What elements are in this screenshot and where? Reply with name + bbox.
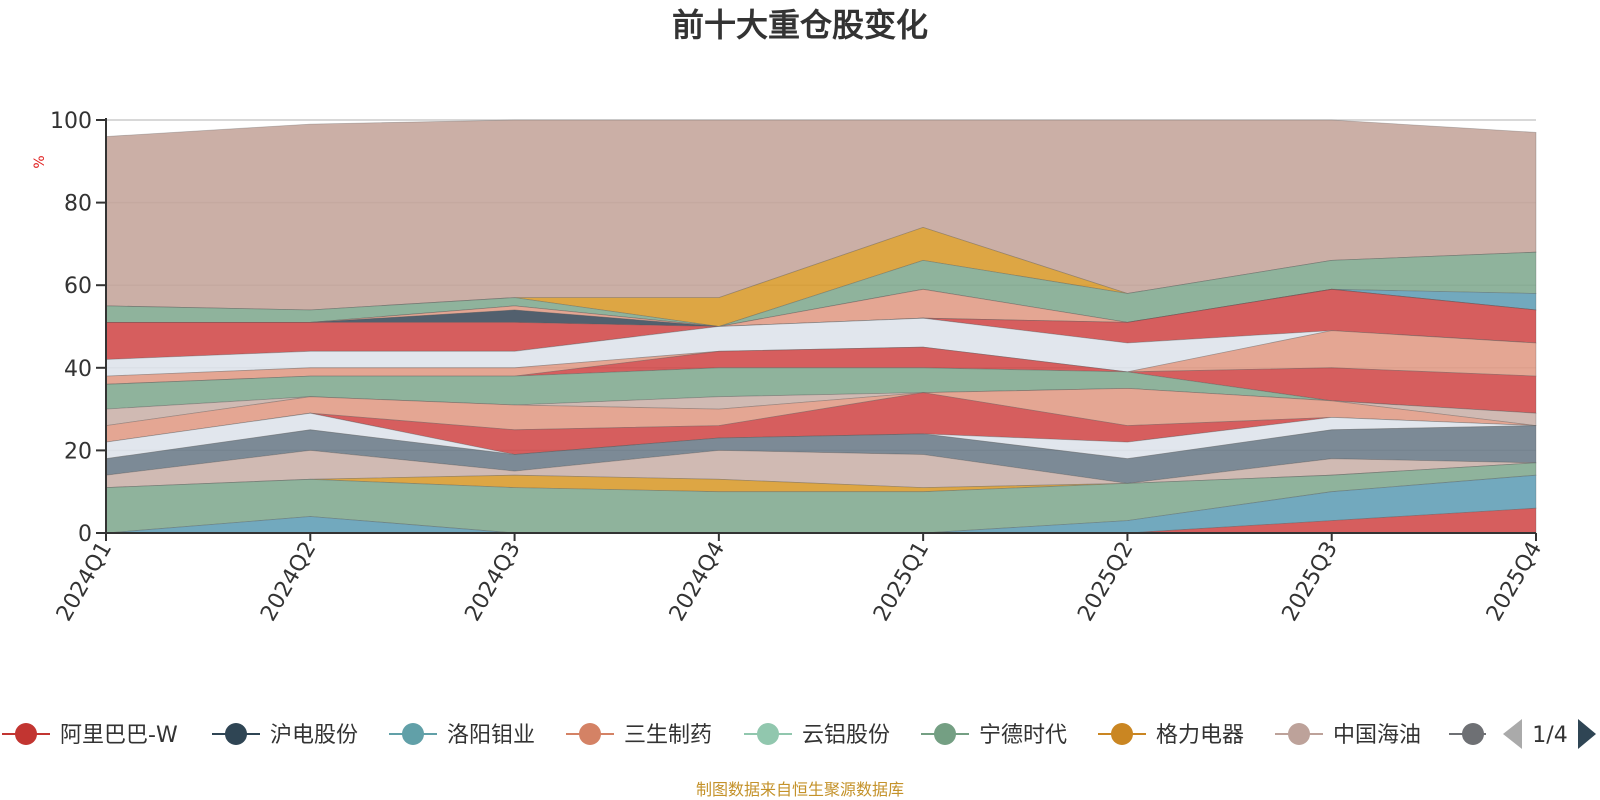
y-tick-label: 80 bbox=[64, 192, 92, 217]
legend-prev-icon[interactable] bbox=[1503, 719, 1522, 749]
legend-label: 阿里巴巴-W bbox=[60, 723, 178, 748]
legend-label: 中国海油 bbox=[1333, 723, 1421, 748]
legend-item[interactable]: 阿里巴巴-W bbox=[2, 723, 178, 748]
legend-label: 云铝股份 bbox=[802, 723, 890, 748]
legend-item[interactable]: 宁德时代 bbox=[921, 723, 1067, 748]
legend-marker bbox=[1462, 723, 1484, 745]
chart-title: 前十大重仓股变化 bbox=[672, 6, 928, 44]
y-tick-label: 0 bbox=[78, 522, 92, 547]
legend-next-icon[interactable] bbox=[1578, 719, 1596, 749]
legend-marker bbox=[934, 723, 956, 745]
x-tick-label: 2024Q4 bbox=[665, 538, 730, 626]
legend-marker bbox=[1288, 723, 1310, 745]
y-axis-unit-label: % bbox=[32, 155, 48, 168]
x-tick-label: 2025Q2 bbox=[1073, 538, 1138, 626]
x-tick-label: 2025Q4 bbox=[1482, 538, 1547, 626]
legend-label: 沪电股份 bbox=[270, 723, 358, 748]
x-tick-label: 2024Q3 bbox=[460, 538, 525, 626]
legend-label: 洛阳钼业 bbox=[447, 723, 535, 748]
plot-area bbox=[105, 119, 1537, 534]
x-tick-label: 2024Q1 bbox=[52, 538, 117, 626]
legend-label: 宁德时代 bbox=[979, 723, 1067, 748]
legend-item[interactable]: 沪电股份 bbox=[212, 723, 358, 748]
y-tick-label: 40 bbox=[64, 357, 92, 382]
x-tick-label: 2025Q1 bbox=[869, 538, 934, 626]
legend-item[interactable]: 三生制药 bbox=[566, 723, 712, 748]
legend-item[interactable]: 云铝股份 bbox=[744, 723, 890, 748]
legend-label: 格力电器 bbox=[1156, 723, 1244, 748]
legend-label: 三生制药 bbox=[624, 723, 712, 748]
legend-marker bbox=[402, 723, 424, 745]
x-tick-label: 2024Q2 bbox=[256, 538, 321, 626]
legend-overflow-mask bbox=[1486, 708, 1504, 760]
y-tick-label: 60 bbox=[64, 274, 92, 299]
legend-item[interactable]: 格力电器 bbox=[1098, 723, 1244, 748]
legend-pager: 1/4 bbox=[1503, 719, 1596, 749]
legend: 阿里巴巴-W 沪电股份 洛阳钼业 三生制药 云铝股份 宁德时代 格力电器 中国海油 1/4 bbox=[2, 708, 1596, 760]
legend-marker bbox=[225, 723, 247, 745]
data-source-note: 制图数据来自恒生聚源数据库 bbox=[696, 780, 904, 799]
y-tick-label: 100 bbox=[50, 109, 92, 134]
legend-item[interactable]: 洛阳钼业 bbox=[389, 723, 535, 748]
legend-marker bbox=[579, 723, 601, 745]
legend-marker bbox=[1111, 723, 1133, 745]
y-tick-label: 20 bbox=[64, 439, 92, 464]
legend-page-indicator: 1/4 bbox=[1532, 723, 1567, 748]
legend-marker bbox=[757, 723, 779, 745]
x-tick-label: 2025Q3 bbox=[1278, 538, 1343, 626]
legend-item[interactable]: 中国海油 bbox=[1275, 723, 1421, 748]
legend-marker bbox=[15, 723, 37, 745]
